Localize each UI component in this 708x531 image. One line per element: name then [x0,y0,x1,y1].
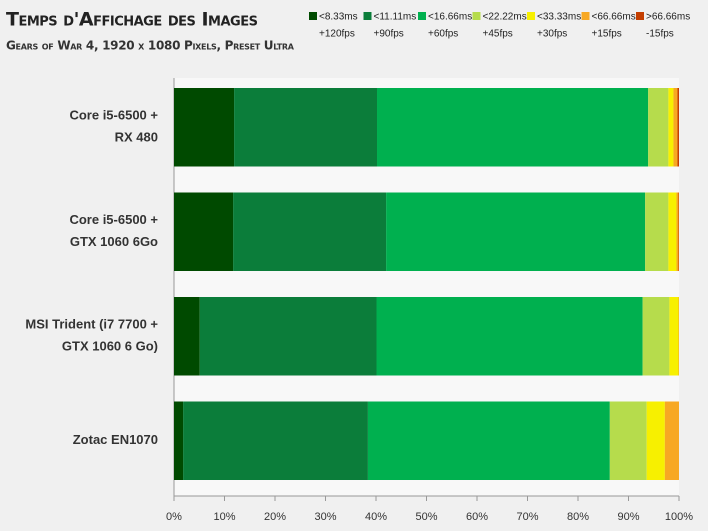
bar-segment [669,297,679,376]
x-tick-label: 50% [415,511,437,523]
legend-swatch [472,12,481,20]
y-tick-label: GTX 1060 6 Go) [62,339,158,354]
bar-segment [386,192,646,271]
legend-label: >66.66ms [646,12,690,23]
legend-label: <11.11ms [374,12,417,23]
legend-sublabel: +120fps [319,29,355,40]
x-tick-label: 10% [213,511,235,523]
bar-segment [676,192,679,271]
x-tick-label: 30% [314,511,336,523]
y-tick-label: MSI Trident (i7 7700 + [25,317,158,332]
bar-segment [174,401,184,480]
bar-segment [377,88,649,167]
x-tick-label: 0% [166,511,182,523]
legend-sublabel: +45fps [483,29,513,40]
x-tick-label: 100% [665,511,693,523]
bar-segment [677,88,679,167]
legend-sublabel: +30fps [537,29,567,40]
bar-segment [609,401,647,480]
legend-swatch [581,12,590,20]
legend-sublabel: +90fps [374,29,404,40]
legend-label: <33.33ms [537,12,581,23]
legend-swatch [636,12,644,20]
legend-swatch [309,12,317,20]
x-tick-label: 90% [617,511,639,523]
legend-sublabel: -15fps [646,29,674,40]
y-tick-label: GTX 1060 6Go [70,234,158,249]
legend-sublabel: +15fps [592,29,622,40]
bar-segment [234,88,378,167]
legend-label: <16.66ms [428,12,472,23]
bar-segment [648,88,669,167]
bar-segment [233,192,387,271]
bar-segment [646,401,665,480]
legend-label: <22.22ms [483,12,527,23]
bar-segment [673,88,678,167]
bar-segment [645,192,669,271]
x-tick-label: 40% [365,511,387,523]
legend-swatch [363,12,372,20]
bar-segment [678,297,679,376]
bar-segment [367,401,610,480]
x-tick-label: 80% [567,511,589,523]
legend-sublabel: +60fps [428,29,458,40]
bar-segment [174,192,234,271]
bar-segment [678,192,679,271]
y-tick-label: RX 480 [115,130,158,145]
legend-swatch [418,12,426,20]
y-tick-label: Core i5-6500 + [69,108,158,123]
legend-label: <66.66ms [592,12,636,23]
bar-segment [642,297,670,376]
chart-subtitle: Gears of War 4, 1920 x 1080 Pixels, Pres… [6,39,295,53]
bar-segment [664,401,679,480]
bar-segment [183,401,368,480]
legend-label: <8.33ms [319,12,358,23]
legend-swatch [527,12,535,20]
bar-segment [668,192,677,271]
bar-segment [174,88,235,167]
y-tick-label: Zotac EN1070 [73,432,158,447]
y-tick-label: Core i5-6500 + [69,212,158,227]
bar-segment [199,297,377,376]
bar-segment [376,297,643,376]
x-tick-label: 60% [466,511,488,523]
x-tick-label: 20% [264,511,286,523]
chart-title: Temps d'Affichage des Images [6,9,258,31]
bar-segment [174,297,200,376]
x-tick-label: 70% [516,511,538,523]
bar-segment [668,88,674,167]
